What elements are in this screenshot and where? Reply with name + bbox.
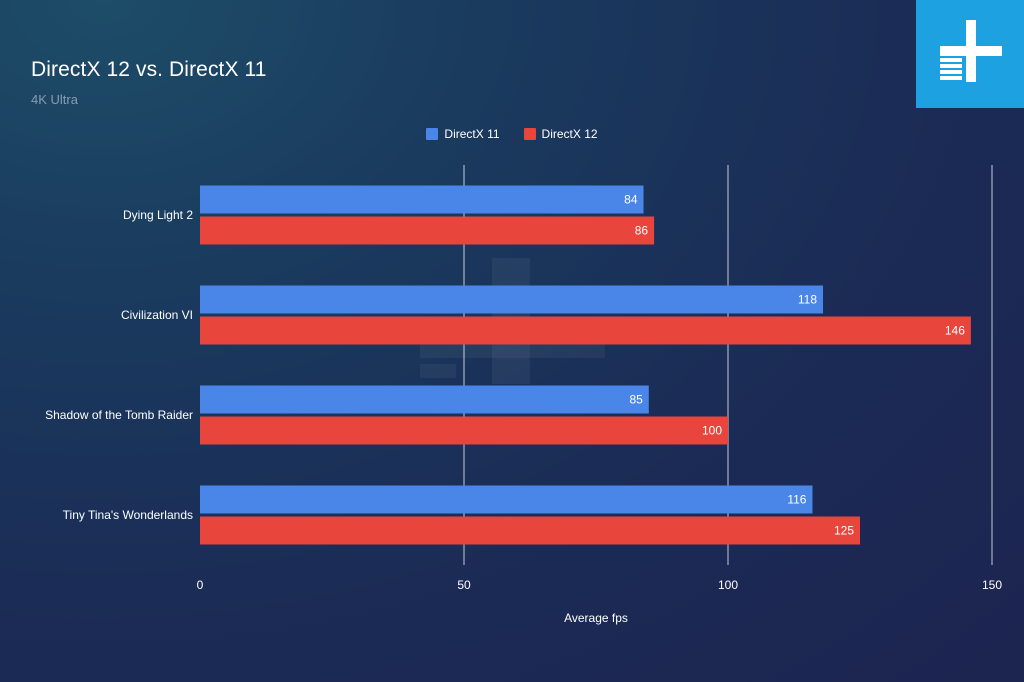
x-tick-labels: 0 50 100 150 bbox=[197, 578, 1003, 592]
bar-directx12[interactable] bbox=[200, 416, 728, 445]
category-label: Civilization VI bbox=[121, 308, 193, 322]
legend-swatch bbox=[523, 128, 536, 140]
bar-directx11[interactable] bbox=[200, 185, 644, 214]
bar-value-label: 85 bbox=[629, 393, 643, 407]
chart-title: DirectX 12 vs. DirectX 11 bbox=[31, 58, 267, 81]
x-axis-label: Average fps bbox=[564, 611, 628, 625]
legend-label: DirectX 11 bbox=[444, 127, 500, 141]
watermark-shape bbox=[420, 364, 456, 378]
bar-value-label: 116 bbox=[787, 493, 806, 507]
bar-value-label: 84 bbox=[624, 193, 638, 207]
chart-bars: 84 86 118 146 85 100 116 125 bbox=[200, 185, 971, 545]
category-label: Dying Light 2 bbox=[123, 208, 193, 222]
bar-directx11[interactable] bbox=[200, 285, 824, 314]
chart-legend: DirectX 11 DirectX 12 bbox=[0, 127, 1024, 141]
legend-item-directx11[interactable]: DirectX 11 bbox=[426, 127, 500, 141]
x-tick-label: 100 bbox=[718, 578, 738, 592]
x-tick-label: 150 bbox=[982, 578, 1002, 592]
bar-value-label: 86 bbox=[635, 224, 649, 238]
legend-label: DirectX 12 bbox=[541, 127, 598, 141]
category-label: Shadow of the Tomb Raider bbox=[45, 408, 193, 422]
x-tick-label: 50 bbox=[457, 578, 471, 592]
category-label: Tiny Tina's Wonderlands bbox=[63, 508, 193, 522]
brand-logo bbox=[916, 0, 1024, 108]
bar-directx11[interactable] bbox=[200, 385, 649, 414]
bar-directx11[interactable] bbox=[200, 485, 813, 514]
bar-value-label: 118 bbox=[798, 293, 817, 307]
bar-value-label: 146 bbox=[945, 324, 965, 338]
x-tick-label: 0 bbox=[197, 578, 204, 592]
bar-directx12[interactable] bbox=[200, 216, 655, 245]
bar-value-label: 100 bbox=[702, 424, 722, 438]
plus-logo-icon bbox=[940, 20, 1002, 82]
legend-swatch bbox=[426, 128, 439, 140]
category-labels: Dying Light 2 Civilization VI Shadow of th… bbox=[45, 208, 193, 522]
bar-directx12[interactable] bbox=[200, 316, 971, 345]
chart-subtitle: 4K Ultra bbox=[31, 92, 78, 107]
bar-directx12[interactable] bbox=[200, 516, 860, 545]
bar-value-label: 125 bbox=[834, 524, 854, 538]
legend-item-directx12[interactable]: DirectX 12 bbox=[523, 127, 598, 141]
